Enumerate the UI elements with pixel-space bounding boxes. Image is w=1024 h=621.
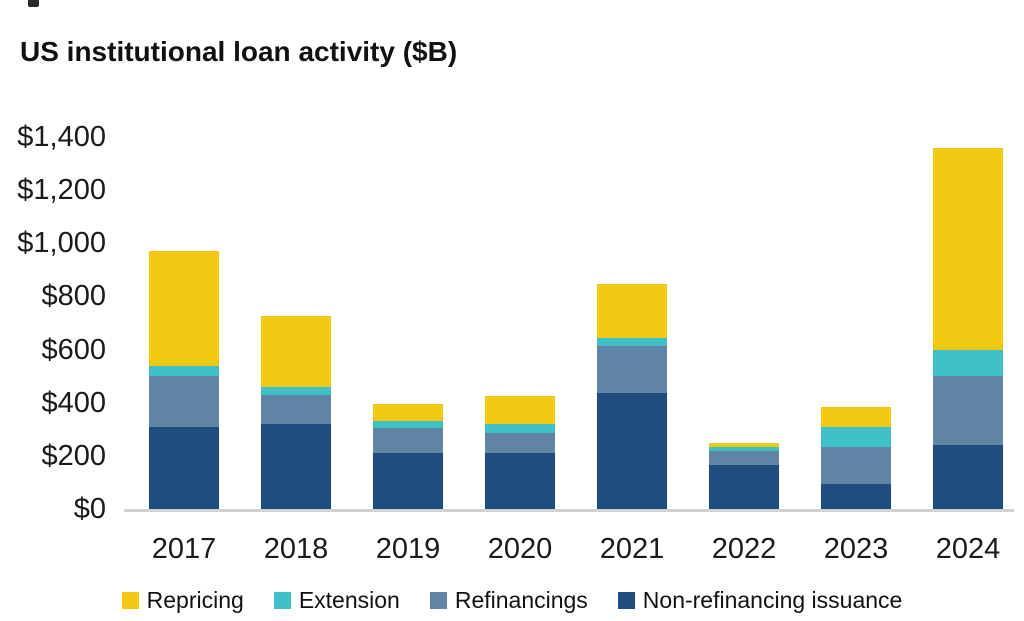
screenshot-edge-artifact bbox=[28, 0, 39, 7]
bar-segment-repricing-2023 bbox=[821, 406, 891, 427]
legend-swatch-icon bbox=[121, 591, 139, 609]
y-axis-tick-label: $800 bbox=[41, 280, 106, 313]
bar-segment-non-refinancing-issuance-2020 bbox=[485, 453, 555, 509]
y-axis-tick-label: $600 bbox=[41, 333, 106, 366]
y-axis-tick-label: $200 bbox=[41, 439, 106, 472]
x-axis-label-2020: 2020 bbox=[487, 533, 553, 565]
legend-label: Extension bbox=[298, 587, 400, 613]
x-axis-label-2018: 2018 bbox=[263, 533, 329, 565]
bar-segment-repricing-2020 bbox=[485, 396, 555, 424]
legend-swatch-icon bbox=[273, 591, 291, 609]
x-axis-label-2023: 2023 bbox=[823, 533, 889, 565]
bar-segment-non-refinancing-issuance-2017 bbox=[149, 426, 219, 509]
bar-segment-refinancings-2019 bbox=[373, 427, 443, 454]
bar-segment-repricing-2018 bbox=[261, 316, 331, 387]
legend: Repricing Extension Refinancings Non-refina… bbox=[0, 587, 1024, 613]
x-axis-label-2021: 2021 bbox=[599, 533, 665, 565]
bar-segment-refinancings-2018 bbox=[261, 394, 331, 424]
bar-segment-refinancings-2021 bbox=[597, 345, 667, 394]
legend-item-extension: Extension bbox=[273, 587, 400, 613]
y-axis-tick-label: $1,000 bbox=[17, 227, 106, 260]
bar-segment-extension-2024 bbox=[933, 349, 1003, 377]
x-axis-label-2017: 2017 bbox=[151, 533, 217, 565]
legend-label: Non-refinancing issuance bbox=[642, 587, 903, 613]
bar-segment-extension-2021 bbox=[597, 337, 667, 346]
bar-segment-non-refinancing-issuance-2023 bbox=[821, 483, 891, 509]
y-axis-tick-label: $1,200 bbox=[17, 174, 106, 207]
bar-segment-refinancings-2023 bbox=[821, 446, 891, 484]
x-axis-label-2024: 2024 bbox=[935, 533, 1001, 565]
legend-swatch-icon bbox=[617, 591, 635, 609]
legend-item-non-refinancing-issuance: Non-refinancing issuance bbox=[617, 587, 903, 613]
bar-segment-non-refinancing-issuance-2021 bbox=[597, 393, 667, 509]
y-axis-tick-label: $400 bbox=[41, 386, 106, 419]
x-axis-label-2022: 2022 bbox=[711, 533, 777, 565]
bar-segment-refinancings-2020 bbox=[485, 433, 555, 454]
bar-segment-repricing-2019 bbox=[373, 404, 443, 422]
bar-segment-repricing-2022 bbox=[709, 442, 779, 447]
bar-segment-non-refinancing-issuance-2022 bbox=[709, 465, 779, 509]
bar-segment-refinancings-2024 bbox=[933, 376, 1003, 446]
bar-segment-extension-2022 bbox=[709, 446, 779, 451]
legend-item-repricing: Repricing bbox=[121, 587, 244, 613]
legend-item-refinancings: Refinancings bbox=[429, 587, 588, 613]
bar-segment-extension-2019 bbox=[373, 421, 443, 428]
bar-segment-non-refinancing-issuance-2018 bbox=[261, 423, 331, 509]
bar-segment-repricing-2021 bbox=[597, 284, 667, 338]
bar-segment-refinancings-2017 bbox=[149, 376, 219, 427]
bar-segment-extension-2023 bbox=[821, 426, 891, 447]
bar-segment-non-refinancing-issuance-2019 bbox=[373, 453, 443, 509]
bar-segment-repricing-2024 bbox=[933, 147, 1003, 350]
x-axis-line bbox=[124, 509, 1014, 512]
bar-segment-extension-2020 bbox=[485, 423, 555, 434]
legend-swatch-icon bbox=[429, 591, 447, 609]
legend-label: Repricing bbox=[146, 587, 244, 613]
y-axis-tick-label: $1,400 bbox=[17, 121, 106, 153]
bar-segment-repricing-2017 bbox=[149, 251, 219, 366]
bar-segment-refinancings-2022 bbox=[709, 450, 779, 466]
legend-label: Refinancings bbox=[454, 587, 588, 613]
y-axis-tick-label: $0 bbox=[73, 493, 106, 525]
x-axis-label-2019: 2019 bbox=[375, 533, 441, 565]
bar-segment-non-refinancing-issuance-2024 bbox=[933, 445, 1003, 509]
chart-title: US institutional loan activity ($B) bbox=[20, 36, 458, 67]
bar-segment-extension-2017 bbox=[149, 365, 219, 377]
bar-segment-extension-2018 bbox=[261, 386, 331, 395]
